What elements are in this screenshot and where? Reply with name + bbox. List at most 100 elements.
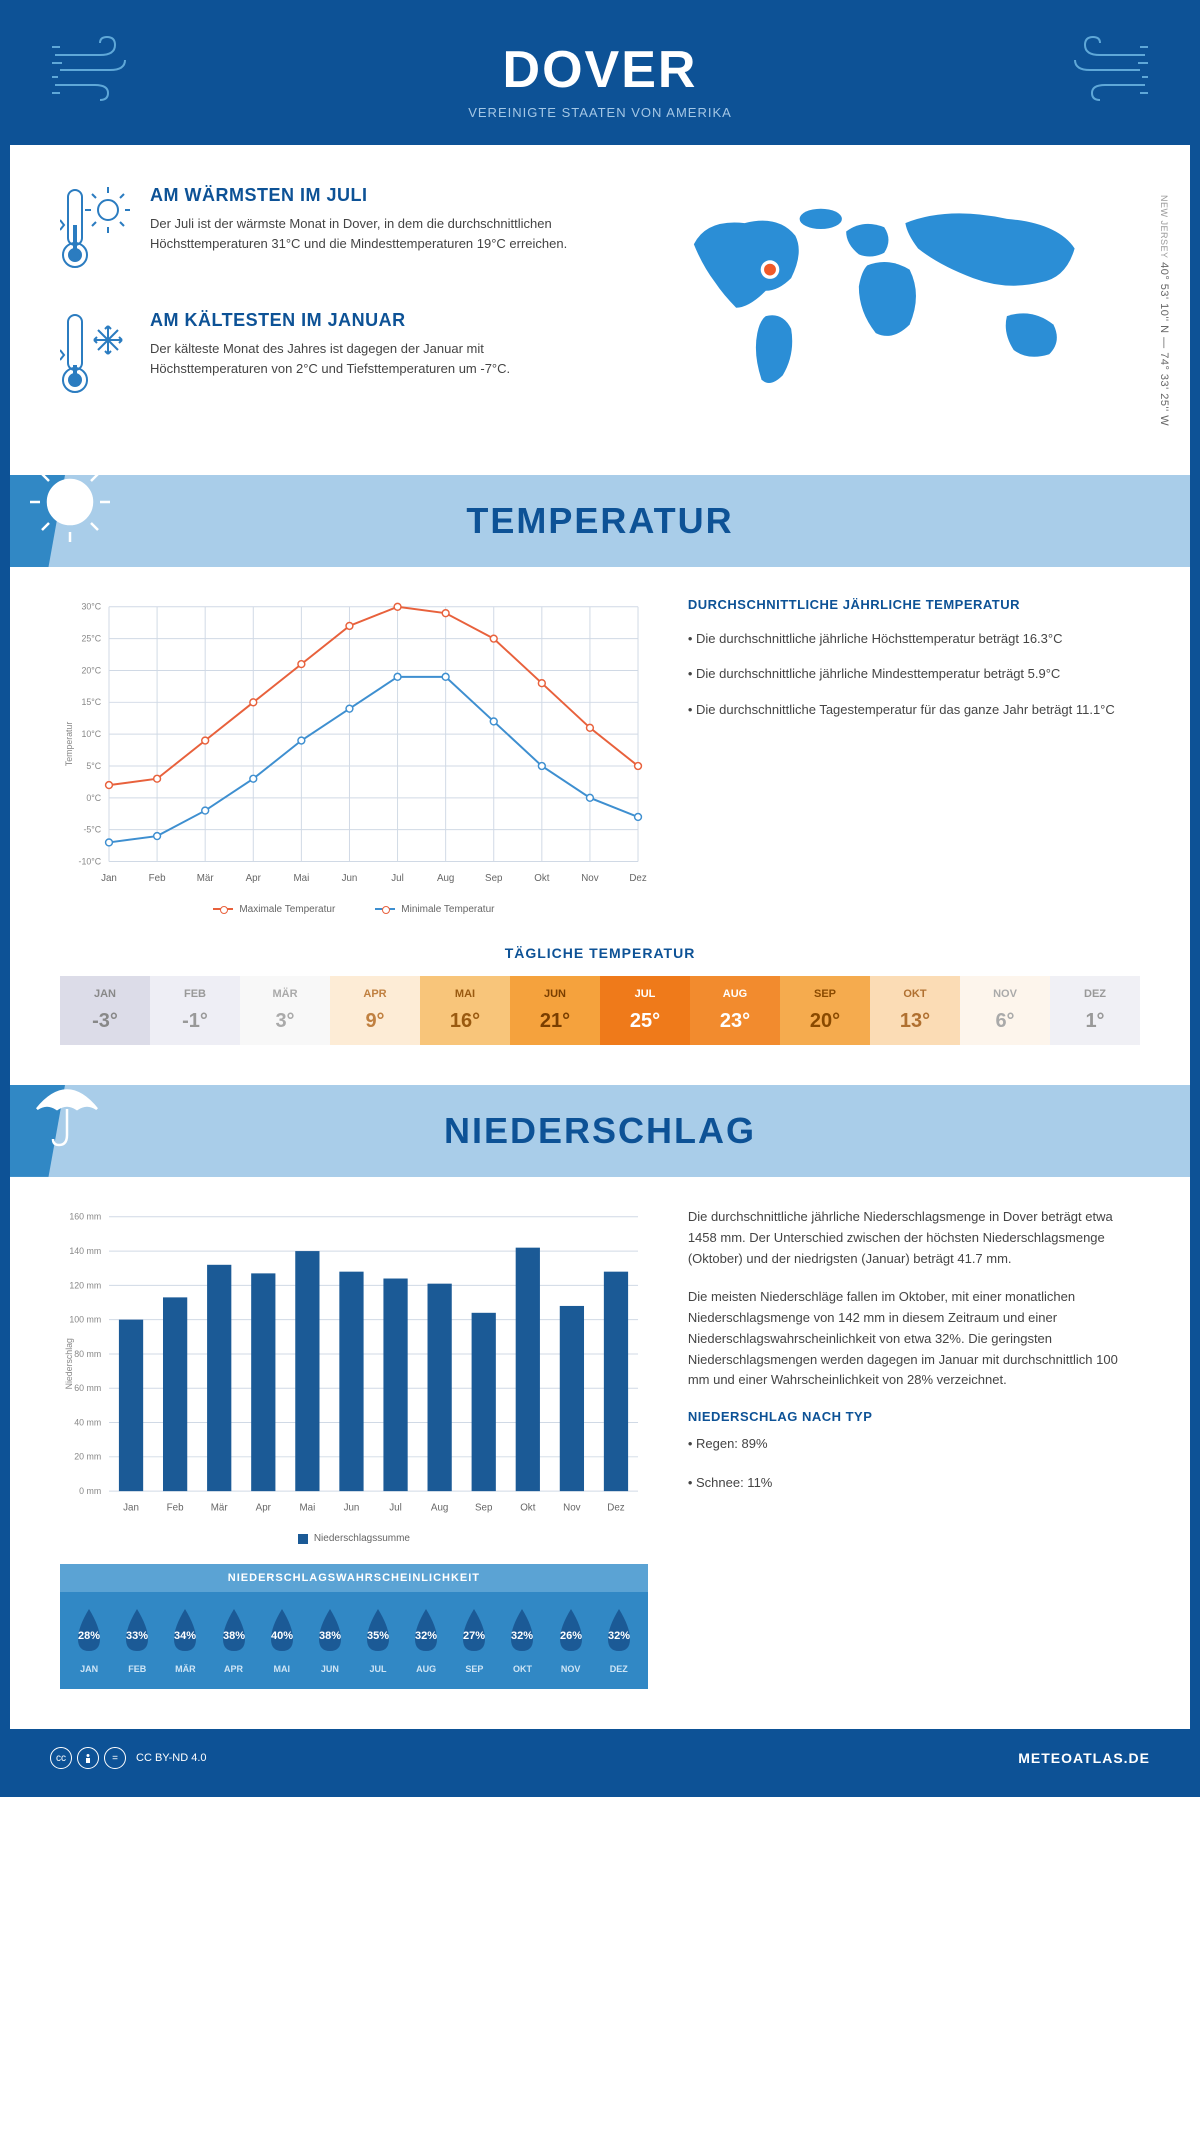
svg-text:Temperatur: Temperatur (64, 722, 74, 767)
probability-cell: 38% APR (209, 1607, 257, 1674)
svg-text:35%: 35% (367, 1630, 389, 1642)
svg-text:30°C: 30°C (81, 602, 101, 612)
probability-cell: 32% AUG (402, 1607, 450, 1674)
svg-text:0 mm: 0 mm (79, 1486, 101, 1496)
svg-text:20°C: 20°C (81, 665, 101, 675)
probability-cell: 33% FEB (113, 1607, 161, 1674)
daily-temp-strip: JAN-3°FEB-1°MÄR3°APR9°MAI16°JUN21°JUL25°… (60, 976, 1140, 1045)
daily-temp-cell: NOV6° (960, 976, 1050, 1045)
svg-text:100 mm: 100 mm (69, 1315, 101, 1325)
svg-text:0°C: 0°C (86, 793, 101, 803)
umbrella-icon (25, 1067, 110, 1152)
probability-cell: 27% SEP (450, 1607, 498, 1674)
temp-legend: .legend-swatch:nth-child(1)::after{borde… (60, 904, 648, 915)
thermometer-snow-icon (60, 310, 130, 400)
svg-text:28%: 28% (78, 1630, 100, 1642)
svg-text:Okt: Okt (534, 873, 549, 884)
precip-snow: • Schnee: 11% (688, 1473, 1140, 1494)
wind-icon-left (50, 35, 150, 105)
precipitation-bar-chart: 0 mm 20 mm 40 mm 60 mm 80 mm 100 mm 120 mm 140 … (60, 1207, 648, 1521)
svg-text:38%: 38% (319, 1630, 341, 1642)
precip-rain: • Regen: 89% (688, 1434, 1140, 1455)
coldest-block: AM KÄLTESTEN IM JANUAR Der kälteste Mona… (60, 310, 580, 405)
coldest-title: AM KÄLTESTEN IM JANUAR (150, 310, 580, 331)
svg-text:5°C: 5°C (86, 761, 101, 771)
infographic-container: DOVER VEREINIGTE STAATEN VON AMERIKA (0, 0, 1200, 1797)
svg-text:Mai: Mai (299, 1503, 315, 1514)
probability-cell: 34% MÄR (161, 1607, 209, 1674)
svg-text:32%: 32% (608, 1630, 630, 1642)
probability-cell: 35% JUL (354, 1607, 402, 1674)
probability-cell: 38% JUN (306, 1607, 354, 1674)
license-text: CC BY-ND 4.0 (136, 1752, 207, 1764)
wind-icon-right (1050, 35, 1150, 105)
probability-cell: 32% DEZ (595, 1607, 643, 1674)
daily-temp-cell: JUN21° (510, 976, 600, 1045)
daily-temp-cell: AUG23° (690, 976, 780, 1045)
footer: cc = CC BY-ND 4.0 METEOATLAS.DE (10, 1729, 1190, 1787)
svg-text:Okt: Okt (520, 1503, 535, 1514)
daily-temp-title: TÄGLICHE TEMPERATUR (60, 945, 1140, 961)
probability-cell: 26% NOV (547, 1607, 595, 1674)
city-title: DOVER (50, 40, 1150, 100)
svg-text:Jun: Jun (342, 873, 358, 884)
svg-text:Mär: Mär (197, 873, 215, 884)
svg-text:140 mm: 140 mm (69, 1246, 101, 1256)
cc-icons: cc = (50, 1747, 126, 1769)
daily-temp-cell: APR9° (330, 976, 420, 1045)
svg-text:Sep: Sep (485, 873, 503, 884)
world-map (620, 185, 1140, 405)
precip-type-title: NIEDERSCHLAG NACH TYP (688, 1409, 1140, 1424)
svg-text:25°C: 25°C (81, 634, 101, 644)
coordinates: NEW JERSEY 40° 53' 10'' N — 74° 33' 25''… (1158, 195, 1170, 426)
precipitation-section: 0 mm 20 mm 40 mm 60 mm 80 mm 100 mm 120 mm 140 … (60, 1207, 1140, 1690)
svg-text:15°C: 15°C (81, 697, 101, 707)
warmest-title: AM WÄRMSTEN IM JULI (150, 185, 580, 206)
temp-bullet-1: • Die durchschnittliche jährliche Höchst… (688, 627, 1140, 650)
probability-cell: 28% JAN (65, 1607, 113, 1674)
svg-text:Niederschlag: Niederschlag (64, 1338, 74, 1389)
svg-text:Aug: Aug (431, 1503, 448, 1514)
temperature-section: -10°C-5°C0°C5°C10°C15°C20°C25°C30°CJanFe… (60, 597, 1140, 915)
daily-temp-cell: SEP20° (780, 976, 870, 1045)
precip-text-1: Die durchschnittliche jährliche Niedersc… (688, 1207, 1140, 1269)
temp-info-title: DURCHSCHNITTLICHE JÄHRLICHE TEMPERATUR (688, 597, 1140, 612)
svg-text:Mär: Mär (211, 1503, 229, 1514)
svg-text:40 mm: 40 mm (74, 1417, 101, 1427)
svg-text:26%: 26% (560, 1630, 582, 1642)
daily-temp-cell: JAN-3° (60, 976, 150, 1045)
header: DOVER VEREINIGTE STAATEN VON AMERIKA (10, 10, 1190, 145)
daily-temp-cell: JUL25° (600, 976, 690, 1045)
temp-bullet-2: • Die durchschnittliche jährliche Mindes… (688, 662, 1140, 685)
daily-temp-cell: MAI16° (420, 976, 510, 1045)
svg-text:32%: 32% (415, 1630, 437, 1642)
svg-text:-5°C: -5°C (83, 825, 101, 835)
probability-title: NIEDERSCHLAGSWAHRSCHEINLICHKEIT (60, 1564, 648, 1592)
daily-temp-cell: MÄR3° (240, 976, 330, 1045)
svg-text:20 mm: 20 mm (74, 1452, 101, 1462)
temp-bullet-3: • Die durchschnittliche Tagestemperatur … (688, 698, 1140, 721)
probability-cell: 40% MAI (258, 1607, 306, 1674)
svg-text:Nov: Nov (563, 1503, 581, 1514)
svg-text:80 mm: 80 mm (74, 1349, 101, 1359)
nd-icon: = (104, 1747, 126, 1769)
svg-text:Jan: Jan (123, 1503, 139, 1514)
daily-temp-cell: FEB-1° (150, 976, 240, 1045)
svg-text:Aug: Aug (437, 873, 454, 884)
probability-cell: 32% OKT (498, 1607, 546, 1674)
sun-icon (25, 457, 115, 547)
temperature-banner: TEMPERATUR (10, 475, 1190, 567)
svg-text:120 mm: 120 mm (69, 1280, 101, 1290)
svg-text:Dez: Dez (629, 873, 647, 884)
svg-text:Jan: Jan (101, 873, 117, 884)
svg-text:27%: 27% (463, 1630, 485, 1642)
svg-text:10°C: 10°C (81, 729, 101, 739)
svg-text:Mai: Mai (293, 873, 309, 884)
precipitation-title: NIEDERSCHLAG (444, 1110, 756, 1152)
svg-text:34%: 34% (174, 1630, 196, 1642)
coldest-text: Der kälteste Monat des Jahres ist dagege… (150, 339, 580, 378)
svg-text:Feb: Feb (167, 1503, 184, 1514)
svg-text:60 mm: 60 mm (74, 1383, 101, 1393)
daily-temp-cell: DEZ1° (1050, 976, 1140, 1045)
svg-text:38%: 38% (223, 1630, 245, 1642)
